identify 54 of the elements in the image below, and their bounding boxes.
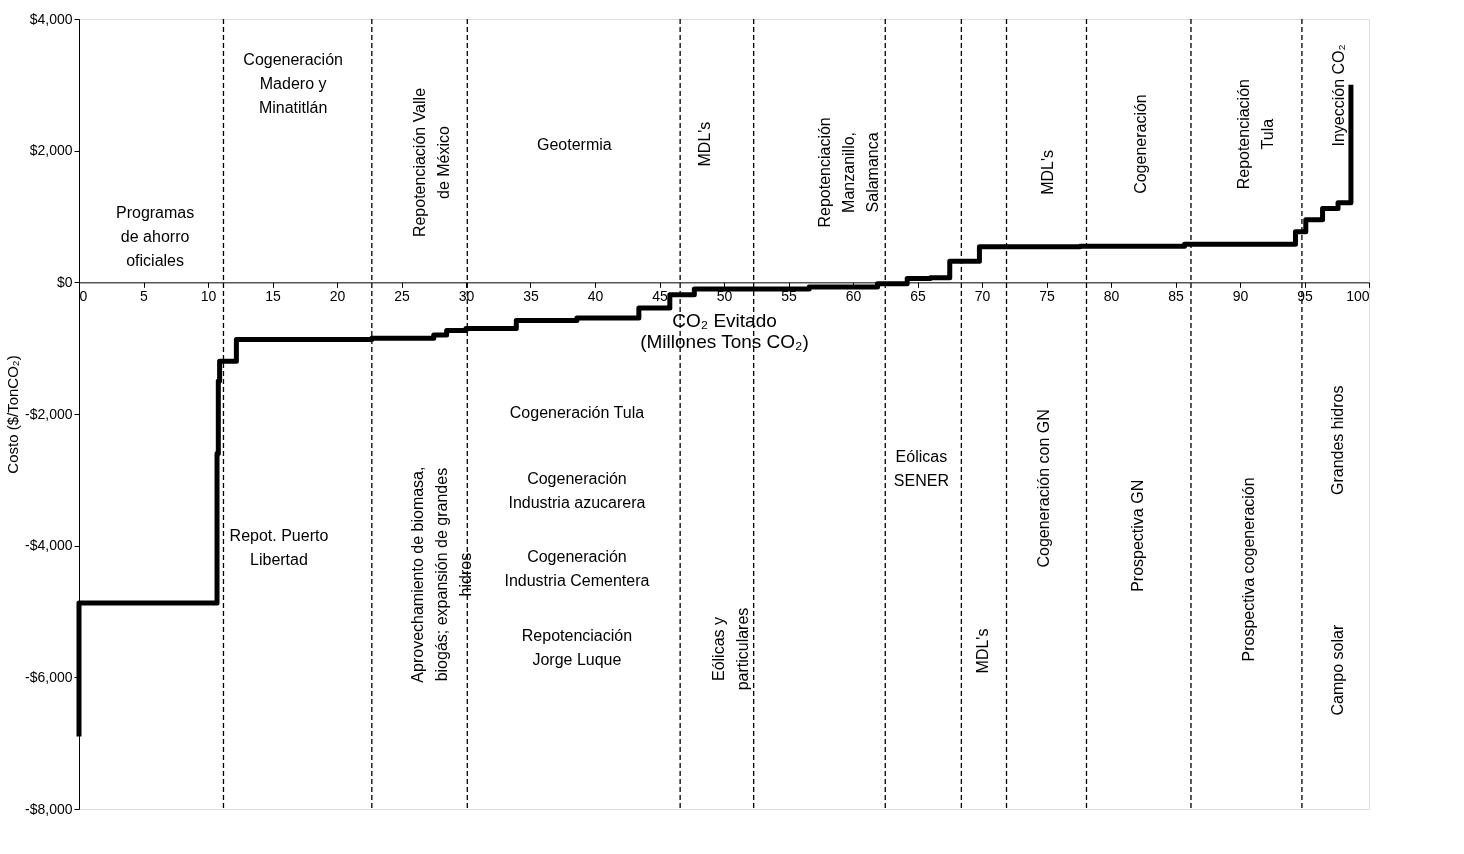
annotation: Grandes hidros <box>1329 385 1347 495</box>
x-tick-label: 95 <box>1297 287 1313 304</box>
annotation: MDL's <box>974 628 992 674</box>
annotation: MDL's <box>695 121 713 167</box>
x-tick-label: 85 <box>1168 287 1184 304</box>
x-tick-label: 35 <box>523 287 539 304</box>
annotation: Repotenciación Jorge Luque <box>521 626 633 668</box>
annotation: Inyección CO₂ <box>1330 44 1348 147</box>
x-tick-label: 40 <box>587 287 604 304</box>
annotation: Prospectiva GN <box>1129 479 1147 592</box>
annotation: Cogeneración <box>1131 94 1149 194</box>
annotation: Programas de ahorro oficiales <box>115 203 195 269</box>
annotation: Campo solar <box>1329 624 1347 716</box>
y-tick-label: $4,000 <box>29 10 73 27</box>
x-tick-label: 10 <box>200 287 217 304</box>
y-tick-label: $0 <box>56 273 73 290</box>
x-axis-title: CO₂ Evitado (Millones Tons CO₂) <box>640 309 809 352</box>
x-tick-label: 30 <box>458 287 475 304</box>
annotation: Repotenciación Manzanillo, Salamanca <box>815 117 881 228</box>
y-tick-label: -$8,000 <box>25 800 73 817</box>
x-tick-label: 15 <box>265 287 281 304</box>
annotation: Cogeneración con GN <box>1034 409 1052 568</box>
annotation: Cogeneración Tula <box>509 404 645 422</box>
x-tick-label: 45 <box>652 287 668 304</box>
x-tick-label: 20 <box>329 287 346 304</box>
annotation: Cogeneración Industria azucarera <box>508 469 646 511</box>
y-tick-label: $2,000 <box>29 142 73 159</box>
annotation: Eólicas y particulares <box>709 607 751 691</box>
x-tick-label: 100 <box>1346 287 1370 304</box>
x-tick-label: 70 <box>974 287 991 304</box>
y-axis-title: Costo ($/TonCO₂) <box>4 355 22 474</box>
annotation: Geotermia <box>537 136 612 154</box>
x-tick-label: 55 <box>781 287 797 304</box>
annotation: Repot. Puerto Libertad <box>229 527 329 569</box>
x-tick-label: 0 <box>79 287 88 304</box>
annotation: Aprovechamiento de biomasa, biogás; expansión de grandes hidros <box>409 466 475 683</box>
x-tick-label: 90 <box>1232 287 1249 304</box>
x-tick-label: 50 <box>716 287 733 304</box>
annotation: MDL's <box>1038 150 1056 195</box>
x-tick-label: 60 <box>845 287 862 304</box>
y-tick-label: -$4,000 <box>25 537 73 554</box>
annotation: Repotenciación Tula <box>1234 79 1276 190</box>
annotation: Prospectiva cogeneración <box>1240 477 1258 662</box>
x-tick-label: 80 <box>1103 287 1120 304</box>
x-tick-label: 75 <box>1039 287 1055 304</box>
annotation: Eólicas SENER <box>893 448 949 490</box>
y-tick-label: -$6,000 <box>25 668 73 685</box>
x-tick-label: 25 <box>394 287 410 304</box>
annotation: Cogeneración Madero y Minatitlán <box>243 51 343 117</box>
x-tick-label: 65 <box>910 287 926 304</box>
x-tick-label: 5 <box>140 287 149 304</box>
annotation: Cogeneración Industria Cementera <box>504 548 650 590</box>
annotation: Repotenciación Valle de México <box>410 87 452 238</box>
y-tick-label: -$2,000 <box>25 405 73 422</box>
